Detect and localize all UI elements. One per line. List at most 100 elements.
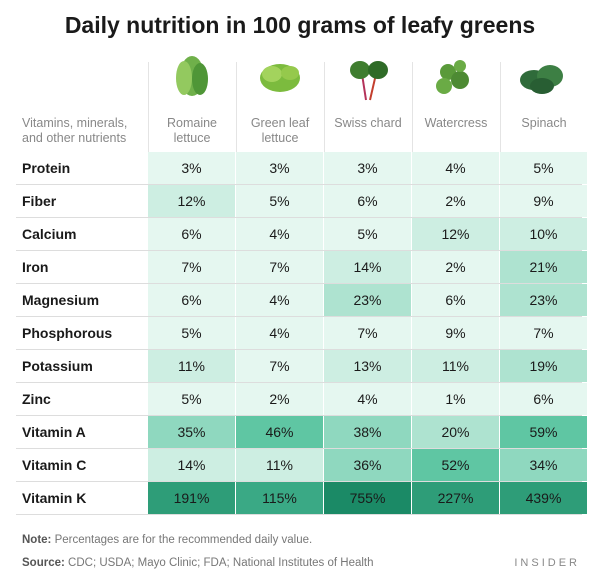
column-divider — [412, 62, 413, 152]
cell: 5% — [148, 383, 235, 415]
cell: 5% — [148, 317, 235, 349]
column-divider — [236, 62, 237, 152]
cell: 4% — [412, 152, 499, 184]
cell: 11% — [148, 350, 235, 382]
cell: 5% — [324, 218, 411, 250]
cell: 1% — [412, 383, 499, 415]
cell: 3% — [324, 152, 411, 184]
row-divider — [16, 349, 582, 350]
cell: 6% — [500, 383, 587, 415]
cell: 2% — [412, 251, 499, 283]
cell: 7% — [236, 251, 323, 283]
row-label: Iron — [22, 259, 49, 275]
cell: 6% — [324, 185, 411, 217]
row-label: Vitamin C — [22, 457, 87, 473]
row-label: Protein — [22, 160, 71, 176]
row-divider — [16, 481, 582, 482]
cell: 4% — [236, 284, 323, 316]
row-label: Phosphorous — [22, 325, 113, 341]
cell: 59% — [500, 416, 587, 448]
source: Source: CDC; USDA; Mayo Clinic; FDA; Nat… — [22, 557, 374, 569]
cell: 755% — [324, 482, 411, 514]
row-label: Fiber — [22, 193, 57, 209]
cell: 7% — [500, 317, 587, 349]
note-text: Percentages are for the recommended dail… — [54, 534, 313, 546]
cell: 14% — [148, 449, 235, 481]
row-divider — [16, 415, 582, 416]
row-divider — [16, 382, 582, 383]
cell: 9% — [412, 317, 499, 349]
column-divider — [148, 62, 149, 152]
row-label: Vitamin K — [22, 490, 87, 506]
cell: 3% — [236, 152, 323, 184]
cell: 23% — [500, 284, 587, 316]
cell: 6% — [148, 284, 235, 316]
row-divider — [16, 316, 582, 317]
row-divider — [16, 250, 582, 251]
swiss-chard-icon — [350, 61, 388, 101]
row-label: Vitamin A — [22, 424, 86, 440]
cell: 21% — [500, 251, 587, 283]
row-label: Potassium — [22, 358, 93, 374]
column-header: Watercress — [424, 116, 488, 130]
cell: 2% — [236, 383, 323, 415]
green-leaf-icon — [260, 64, 300, 92]
cell: 10% — [500, 218, 587, 250]
row-divider — [16, 283, 582, 284]
source-label: Source: — [22, 557, 65, 569]
row-divider — [16, 217, 582, 218]
cell: 13% — [324, 350, 411, 382]
source-text: CDC; USDA; Mayo Clinic; FDA; National In… — [68, 557, 374, 569]
watercress-icon — [436, 60, 469, 94]
row-label: Calcium — [22, 226, 77, 242]
row-divider — [16, 184, 582, 185]
brand: INSIDER — [514, 557, 580, 569]
cell: 19% — [500, 350, 587, 382]
cell: 38% — [324, 416, 411, 448]
note-label: Note: — [22, 534, 52, 546]
romaine-icon — [176, 56, 208, 96]
cell: 12% — [412, 218, 499, 250]
cell: 4% — [236, 317, 323, 349]
column-divider — [324, 62, 325, 152]
cell: 5% — [236, 185, 323, 217]
column-header: Green leaf lettuce — [250, 116, 310, 145]
cell: 439% — [500, 482, 587, 514]
row-header: Vitamins, minerals, and other nutrients — [22, 116, 128, 145]
cell: 7% — [324, 317, 411, 349]
cell: 191% — [148, 482, 235, 514]
column-divider — [500, 62, 501, 152]
note: Note: Percentages are for the recommende… — [22, 534, 312, 546]
cell: 3% — [148, 152, 235, 184]
column-header: Romaine lettuce — [166, 116, 218, 145]
cell: 2% — [412, 185, 499, 217]
cell: 23% — [324, 284, 411, 316]
cell: 115% — [236, 482, 323, 514]
column-header: Swiss chard — [334, 116, 402, 130]
cell: 5% — [500, 152, 587, 184]
cell: 20% — [412, 416, 499, 448]
row-label: Zinc — [22, 391, 51, 407]
column-header: Spinach — [521, 116, 567, 130]
row-divider — [16, 514, 582, 515]
cell: 227% — [412, 482, 499, 514]
row-divider — [16, 448, 582, 449]
cell: 7% — [148, 251, 235, 283]
cell: 11% — [236, 449, 323, 481]
cell: 11% — [412, 350, 499, 382]
cell: 7% — [236, 350, 323, 382]
cell: 6% — [412, 284, 499, 316]
cell: 4% — [324, 383, 411, 415]
title: Daily nutrition in 100 grams of leafy gr… — [64, 12, 536, 38]
cell: 36% — [324, 449, 411, 481]
cell: 12% — [148, 185, 235, 217]
icons — [176, 56, 563, 101]
cell: 46% — [236, 416, 323, 448]
cell: 34% — [500, 449, 587, 481]
cell: 52% — [412, 449, 499, 481]
spinach-icon — [520, 65, 563, 94]
cell: 9% — [500, 185, 587, 217]
cell: 6% — [148, 218, 235, 250]
cell: 4% — [236, 218, 323, 250]
